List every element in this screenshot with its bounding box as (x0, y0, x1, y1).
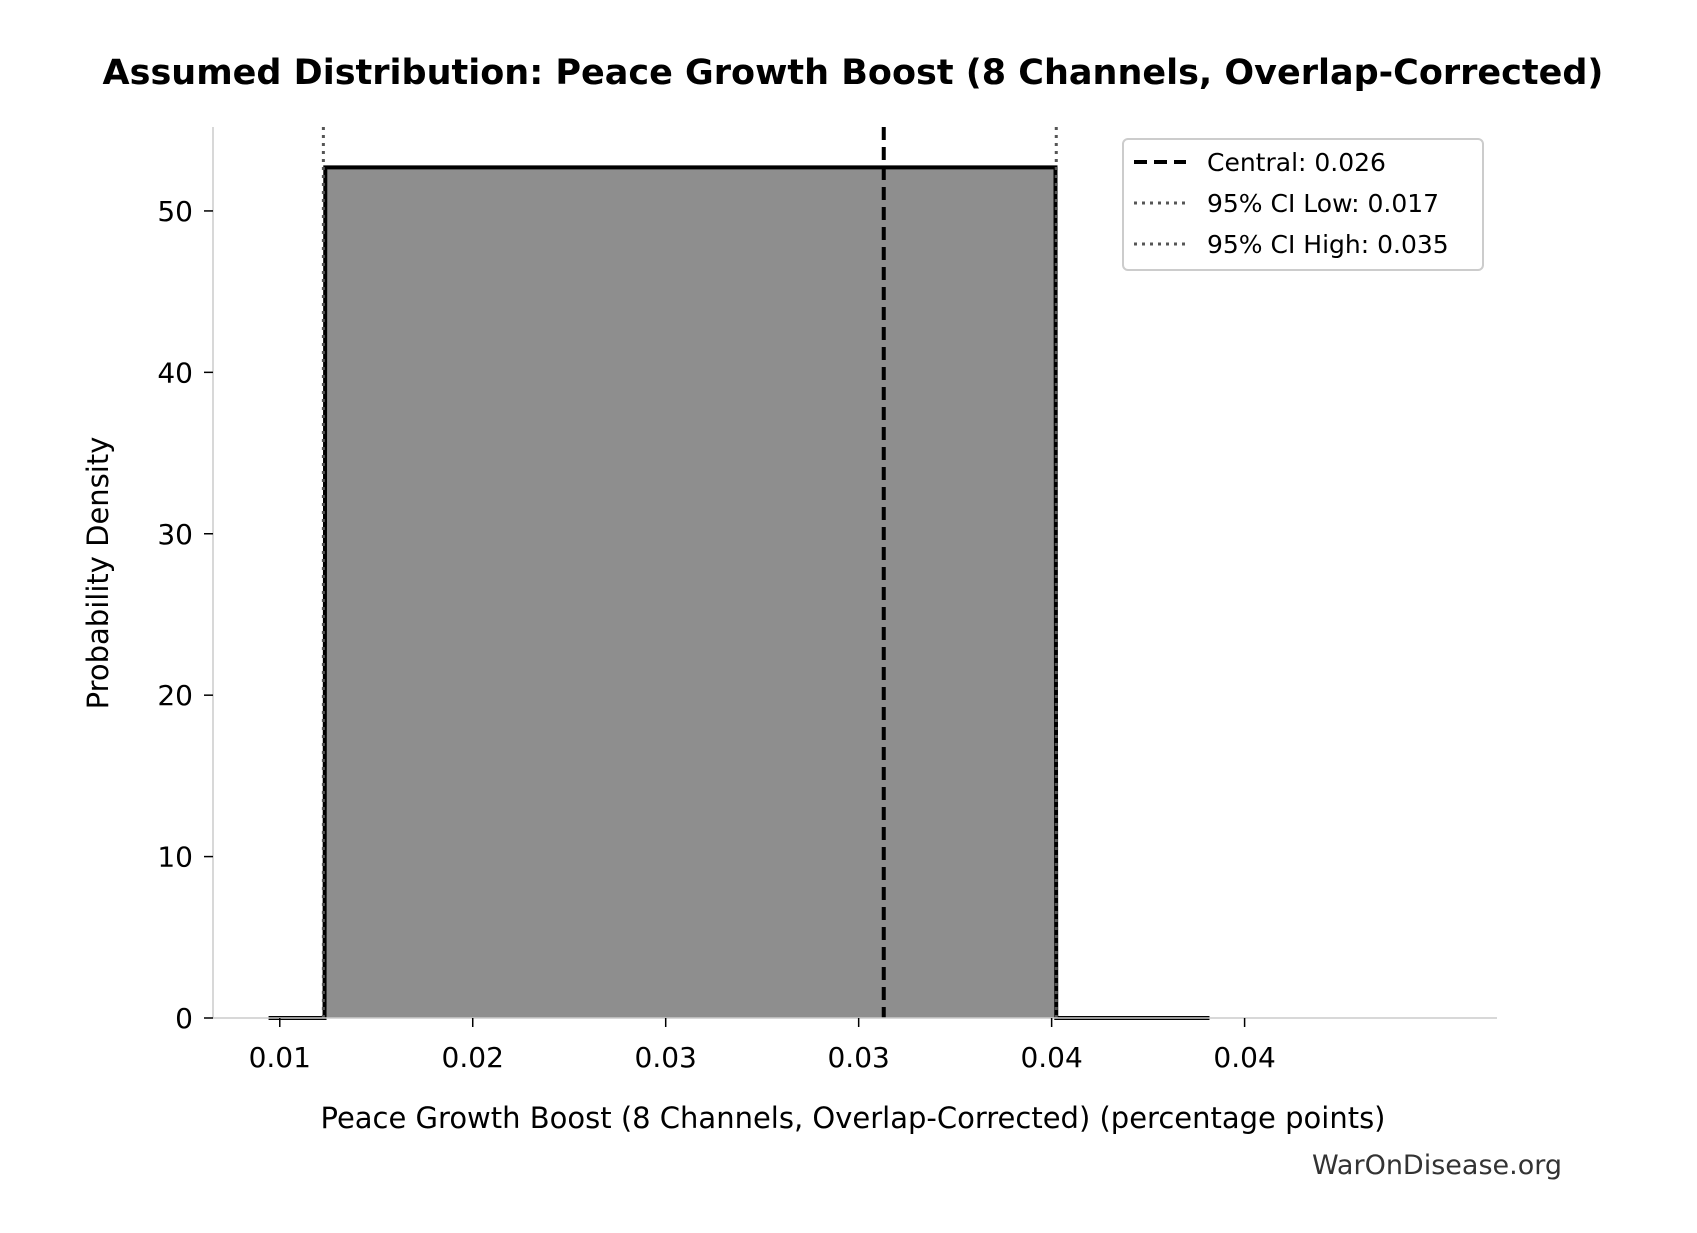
x-tick-label: 0.02 (442, 1041, 504, 1074)
y-tick-label: 10 (157, 841, 193, 874)
y-axis-label: Probability Density (81, 437, 115, 710)
x-tick-label: 0.03 (635, 1041, 697, 1074)
y-tick-label: 40 (157, 356, 193, 389)
y-tick-label: 50 (157, 195, 193, 228)
axes (212, 127, 1497, 1019)
y-tick-label: 20 (157, 679, 193, 712)
legend-label-1: Central: 0.026 (1207, 148, 1386, 177)
legend-box (1122, 138, 1484, 271)
y-tick-label: 30 (157, 518, 193, 551)
x-tick-label: 0.04 (1213, 1041, 1275, 1074)
legend: Central: 0.026 95% CI Low: 0.017 95% CI Hi… (1122, 138, 1484, 271)
x-tick-label: 0.03 (827, 1041, 889, 1074)
x-tick-label: 0.01 (249, 1041, 311, 1074)
x-tick-label: 0.04 (1020, 1041, 1082, 1074)
ticks: 0.01 0.02 0.03 0.03 0.04 0.04 0 10 20 30 40 50 (157, 195, 1275, 1074)
legend-label-2: 95% CI Low: 0.017 (1207, 189, 1439, 218)
plot-area (268, 127, 1210, 1020)
density-fill (268, 167, 1210, 1018)
legend-label-3: 95% CI High: 0.035 (1207, 230, 1449, 259)
x-axis-label: Peace Growth Boost (8 Channels, Overlap-… (320, 1101, 1385, 1135)
y-tick-label: 0 (175, 1002, 193, 1035)
chart-title: Assumed Distribution: Peace Growth Boost… (103, 53, 1604, 93)
watermark: WarOnDisease.org (1312, 1150, 1562, 1181)
